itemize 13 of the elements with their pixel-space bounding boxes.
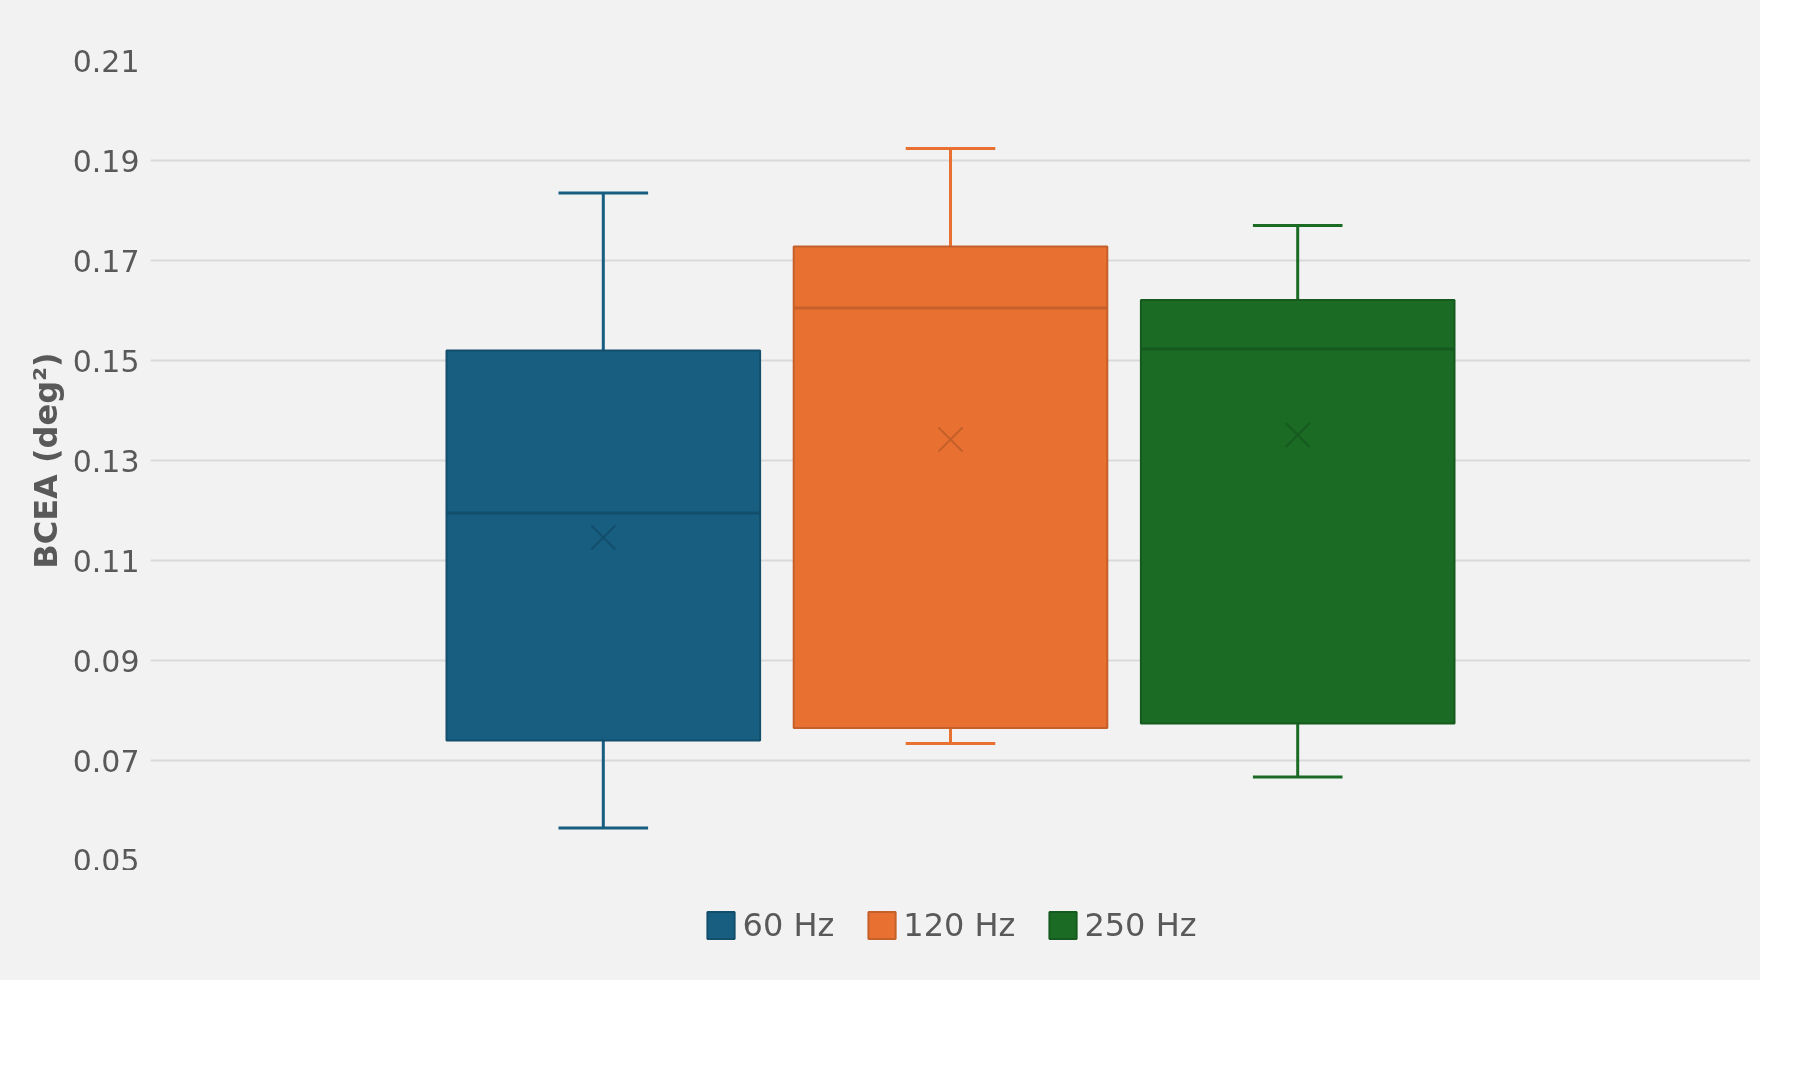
y-tick-label: 0.21 bbox=[72, 43, 140, 79]
y-tick-label: 0.17 bbox=[72, 243, 140, 279]
legend-label: 250 Hz bbox=[1084, 906, 1197, 944]
y-tick-label: 0.11 bbox=[72, 543, 140, 579]
legend-label: 120 Hz bbox=[903, 906, 1016, 944]
y-tick-label: 0.13 bbox=[72, 443, 140, 479]
y-tick-label: 0.15 bbox=[72, 343, 140, 379]
y-tick-label: 0.19 bbox=[72, 143, 140, 179]
legend-label: 60 Hz bbox=[742, 906, 835, 944]
y-tick-label: 0.05 bbox=[72, 842, 140, 878]
y-tick-label: 0.07 bbox=[72, 743, 140, 779]
y-axis-title: BCEA (deg²) bbox=[26, 352, 65, 569]
y-tick-label: 0.09 bbox=[72, 643, 140, 679]
